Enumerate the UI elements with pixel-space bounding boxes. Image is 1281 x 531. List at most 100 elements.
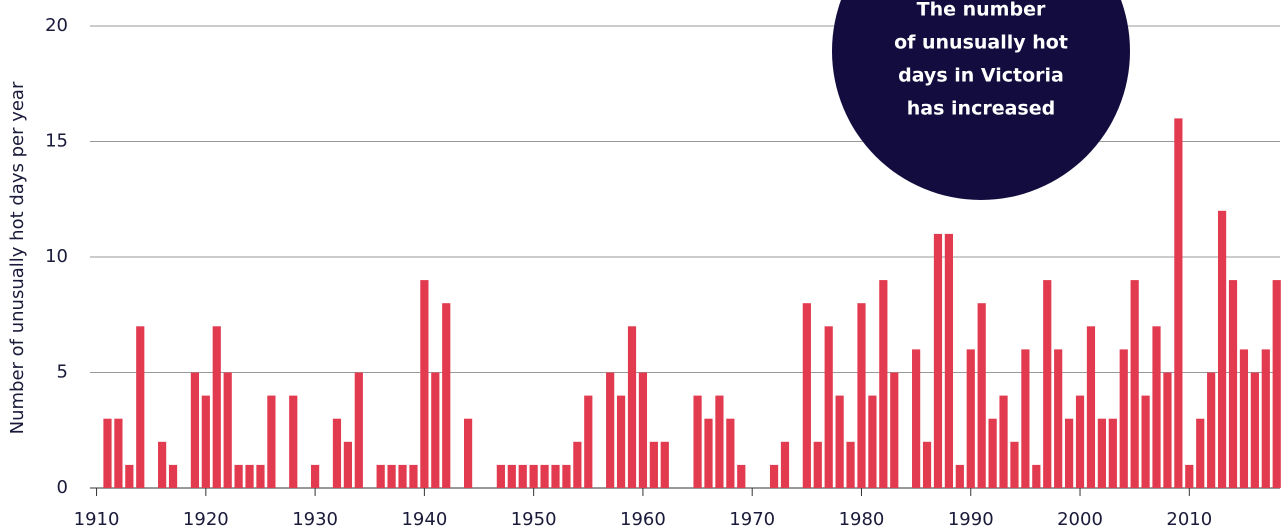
bar <box>125 464 134 488</box>
x-tick-label: 1990 <box>948 509 994 530</box>
bar <box>1261 349 1270 488</box>
bar <box>966 349 975 488</box>
bar <box>1196 418 1205 488</box>
bar <box>955 464 964 488</box>
bar <box>1097 418 1106 488</box>
bar <box>136 326 145 488</box>
x-tick-label: 1920 <box>183 509 229 530</box>
bar <box>824 326 833 488</box>
bar <box>343 441 352 488</box>
bar <box>879 280 888 488</box>
bar <box>1141 395 1150 488</box>
bar <box>529 464 538 488</box>
bar <box>890 372 899 488</box>
bar <box>1185 464 1194 488</box>
y-tick-label: 20 <box>45 15 68 36</box>
bar <box>551 464 560 488</box>
bar <box>1250 372 1259 488</box>
bar <box>988 418 997 488</box>
bar <box>562 464 571 488</box>
bar <box>311 464 320 488</box>
bar <box>1075 395 1085 488</box>
bar <box>256 464 265 488</box>
bar <box>420 280 429 488</box>
bar <box>737 464 746 488</box>
bar <box>857 303 866 488</box>
annotation-circle <box>832 0 1130 200</box>
bar <box>1010 441 1019 488</box>
bar <box>289 395 298 488</box>
bar <box>1108 418 1117 488</box>
bar <box>540 464 549 488</box>
bar <box>158 441 167 488</box>
bar <box>1239 349 1249 488</box>
bar <box>704 418 713 488</box>
bar <box>103 418 112 488</box>
bar <box>190 372 200 488</box>
bar <box>835 395 844 488</box>
bar <box>398 464 407 488</box>
x-tick-label: 1970 <box>729 509 775 530</box>
bar <box>168 464 178 488</box>
bar <box>638 372 648 488</box>
bar <box>387 464 396 488</box>
annotation-text: days in Victoria <box>898 65 1064 87</box>
bar <box>912 349 921 488</box>
bar <box>1021 349 1030 488</box>
bar <box>496 464 505 488</box>
annotation-text: The number <box>917 0 1046 21</box>
bar <box>376 464 385 488</box>
bar <box>726 418 735 488</box>
bar <box>1119 349 1128 488</box>
bar <box>1272 280 1281 488</box>
bar <box>933 233 943 488</box>
bar <box>114 418 123 488</box>
bar <box>649 441 658 488</box>
bar <box>409 464 418 488</box>
bar <box>627 326 637 488</box>
x-tick-label: 1980 <box>839 509 885 530</box>
bar <box>332 418 342 488</box>
y-tick-label: 0 <box>57 477 68 498</box>
bar <box>1217 210 1227 489</box>
bar <box>1130 280 1139 488</box>
x-tick-label: 1960 <box>620 509 666 530</box>
bar <box>1043 280 1052 488</box>
bar <box>944 233 953 488</box>
bar <box>1032 464 1041 488</box>
bar <box>212 326 221 488</box>
bar <box>1065 418 1074 488</box>
bar <box>693 395 702 488</box>
x-tick-label: 1930 <box>292 509 338 530</box>
bar <box>245 464 254 488</box>
y-tick-label: 15 <box>45 131 68 152</box>
bar <box>715 395 724 488</box>
x-tick-label: 2010 <box>1166 509 1212 530</box>
bar <box>846 441 855 488</box>
bar <box>354 372 363 488</box>
x-tick-label: 1910 <box>74 509 120 530</box>
bar <box>1086 326 1096 488</box>
bar <box>223 372 232 488</box>
bar <box>507 464 516 488</box>
bar <box>616 395 626 488</box>
x-tick-label: 1950 <box>511 509 557 530</box>
bar <box>1054 349 1063 488</box>
bar <box>234 464 243 488</box>
bar <box>431 372 440 488</box>
annotation-text: of unusually hot <box>894 32 1068 54</box>
bar <box>977 303 986 488</box>
bar <box>584 395 593 488</box>
bar <box>769 464 779 488</box>
bar <box>922 441 932 488</box>
bar <box>813 441 822 488</box>
bar <box>201 395 210 488</box>
bar <box>267 395 276 488</box>
bar <box>1228 280 1238 488</box>
bar <box>868 395 877 488</box>
bar <box>463 418 473 488</box>
bar <box>573 441 582 488</box>
y-tick-label: 10 <box>45 246 68 267</box>
